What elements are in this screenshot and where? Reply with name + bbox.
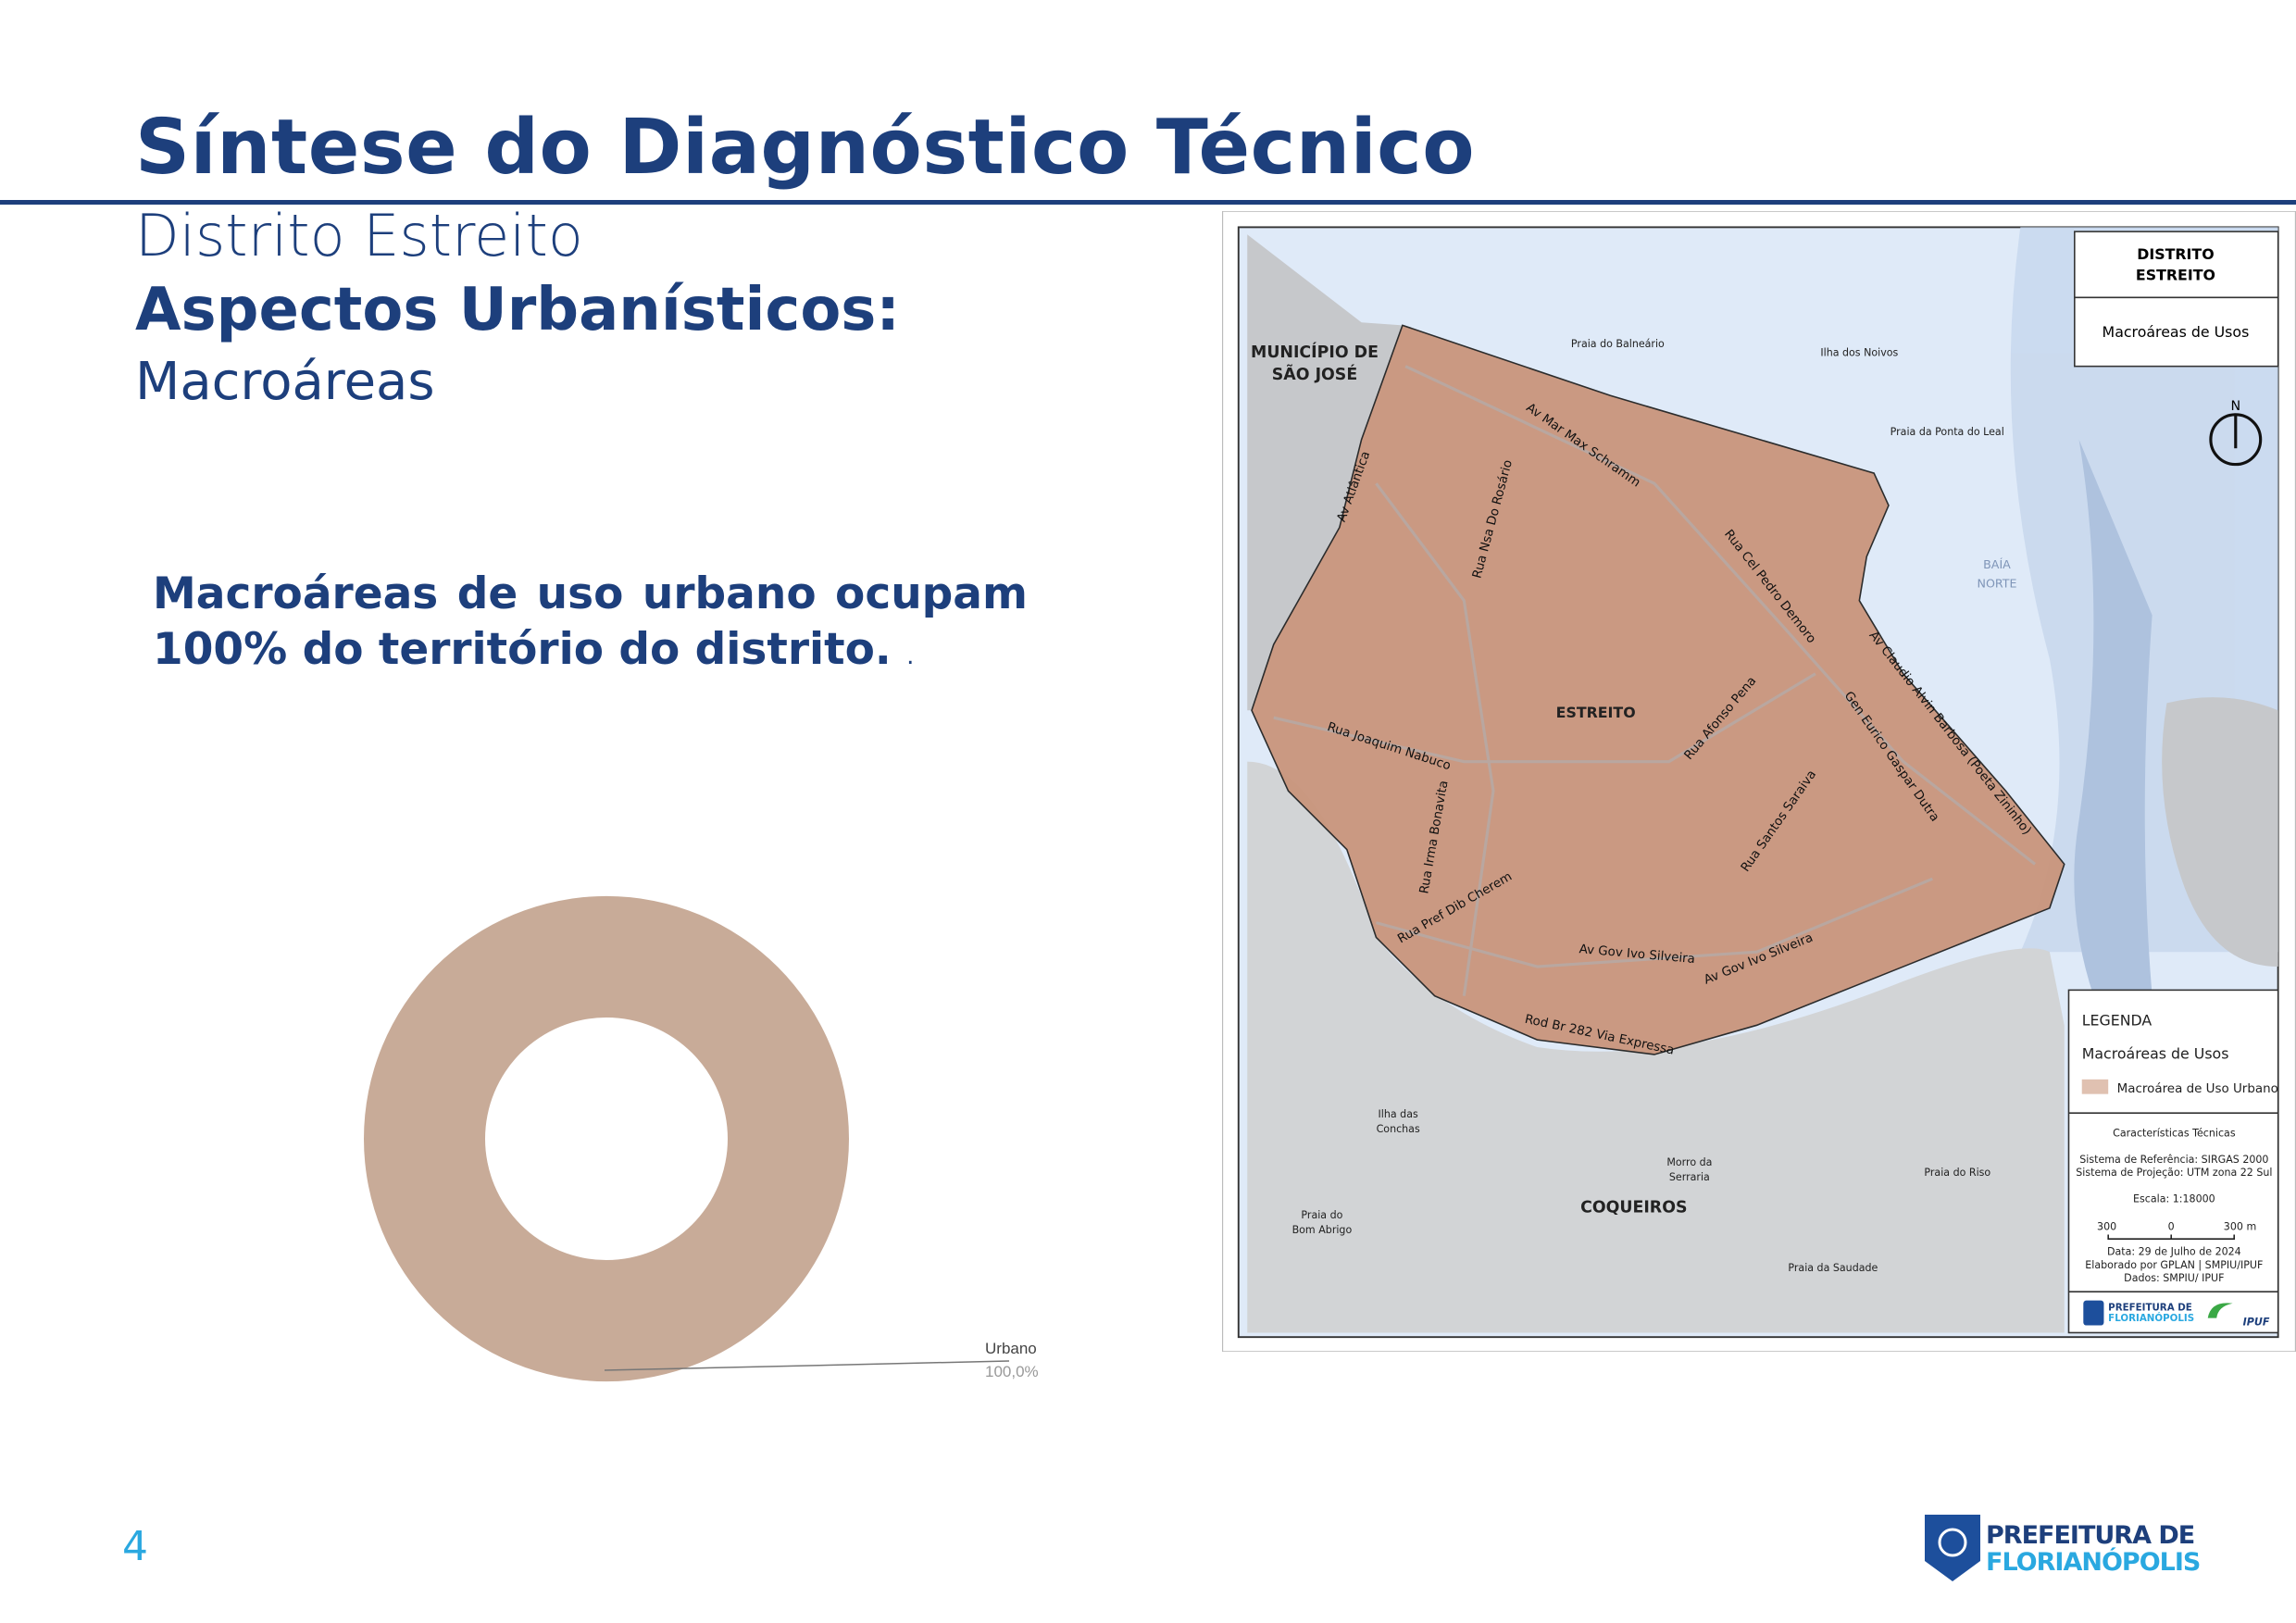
legend-group: Macroáreas de Usos bbox=[2082, 1045, 2229, 1063]
page-number: 4 bbox=[122, 1523, 148, 1570]
north-arrow-icon: N bbox=[2209, 399, 2263, 467]
slice-value-label: 100,0% bbox=[985, 1363, 1039, 1380]
section-heading: Aspectos Urbanísticos: bbox=[135, 276, 900, 344]
label-sao-jose-1: MUNICÍPIO DE bbox=[1251, 342, 1379, 362]
slide-title: Síntese do Diagnóstico Técnico bbox=[135, 104, 1476, 192]
summary-tail: . bbox=[906, 643, 915, 670]
map-title-box: DISTRITO ESTREITO Macroáreas de Usos bbox=[2074, 231, 2279, 368]
map-title-line2: ESTREITO bbox=[2136, 266, 2215, 283]
donut-chart: Urbano 100,0% bbox=[363, 895, 1039, 1382]
tech-title: Características Técnicas bbox=[2113, 1128, 2236, 1140]
ipuf-logo-text: IPUF bbox=[2243, 1317, 2270, 1329]
prefeitura-logo: PREFEITURA DE FLORIANÓPOLIS bbox=[1925, 1515, 2201, 1581]
label-noivos: Ilha dos Noivos bbox=[1820, 347, 1898, 359]
district-map: MUNICÍPIO DE SÃO JOSÉ Praia do Balneário… bbox=[1222, 211, 2296, 1352]
map-roads bbox=[1273, 365, 2037, 996]
label-bom-abrigo-1: Praia do bbox=[1301, 1209, 1342, 1221]
tech-source: Dados: SMPIU/ IPUF bbox=[2124, 1272, 2224, 1284]
donut-slice-urbano bbox=[363, 895, 850, 1382]
label-ponta-leal: Praia da Ponta do Leal bbox=[1890, 426, 2004, 438]
prefeitura-logo-icon bbox=[2083, 1300, 2104, 1326]
scale-bar bbox=[2107, 1234, 2235, 1241]
topic-heading: Macroáreas bbox=[135, 352, 435, 412]
logo-line2: FLORIANÓPOLIS bbox=[1986, 1547, 2200, 1577]
district-polygon bbox=[1251, 324, 2065, 1055]
district-subtitle: Distrito Estreito bbox=[135, 202, 583, 269]
legend-item: Macroárea de Uso Urbano bbox=[2117, 1081, 2278, 1096]
label-serraria-2: Serraria bbox=[1669, 1171, 1710, 1183]
legend-heading: LEGENDA bbox=[2082, 1011, 2152, 1029]
label-balneario: Praia do Balneário bbox=[1571, 338, 1665, 350]
map-title-line1: DISTRITO bbox=[2137, 245, 2214, 263]
label-baia-1: BAÍA bbox=[1983, 557, 2011, 571]
ipuf-logo-icon bbox=[2207, 1303, 2233, 1318]
label-bom-abrigo-2: Bom Abrigo bbox=[1292, 1224, 1353, 1236]
slice-leader-line bbox=[604, 1360, 1010, 1371]
label-coqueiros: COQUEIROS bbox=[1580, 1199, 1687, 1217]
scale-left: 300 bbox=[2097, 1221, 2116, 1233]
scale-mid: 0 bbox=[2168, 1221, 2175, 1233]
label-saudade: Praia da Saudade bbox=[1788, 1262, 1878, 1274]
legend-swatch bbox=[2081, 1079, 2109, 1094]
label-estreito: ESTREITO bbox=[1556, 704, 1636, 721]
map-legend: LEGENDA Macroáreas de Usos Macroárea de … bbox=[2067, 989, 2279, 1334]
land-areas bbox=[1247, 234, 2278, 1333]
label-serraria-1: Morro da bbox=[1666, 1156, 1712, 1168]
tech-author: Elaborado por GPLAN | SMPIU/IPUF bbox=[2085, 1259, 2263, 1271]
summary-text: Macroáreas de uso urbano ocupam 100% do … bbox=[153, 567, 1028, 684]
tech-proj: Sistema de Projeção: UTM zona 22 Sul bbox=[2076, 1167, 2272, 1179]
scale-right: 300 m bbox=[2224, 1221, 2256, 1233]
tech-scale: Escala: 1:18000 bbox=[2133, 1193, 2215, 1205]
label-sao-jose-2: SÃO JOSÉ bbox=[1272, 363, 1357, 384]
title-divider bbox=[0, 200, 2296, 205]
tech-date: Data: 29 de Julho de 2024 bbox=[2107, 1246, 2241, 1258]
slice-label: Urbano bbox=[985, 1340, 1037, 1357]
label-riso: Praia do Riso bbox=[1924, 1167, 1990, 1179]
city-crest-icon bbox=[1925, 1515, 1980, 1581]
tech-ref: Sistema de Referência: SIRGAS 2000 bbox=[2079, 1154, 2268, 1166]
north-label: N bbox=[2230, 399, 2240, 414]
donut-slices bbox=[363, 895, 850, 1382]
map-theme: Macroáreas de Usos bbox=[2103, 323, 2250, 341]
label-baia-2: NORTE bbox=[1978, 576, 2017, 590]
logo-line1: PREFEITURA DE bbox=[1986, 1521, 2194, 1550]
label-conchas-1: Ilha das bbox=[1379, 1108, 1418, 1120]
legend-logo-line2: FLORIANÓPOLIS bbox=[2108, 1312, 2194, 1324]
legend-logo-line1: PREFEITURA DE bbox=[2108, 1303, 2192, 1314]
label-conchas-2: Conchas bbox=[1377, 1123, 1420, 1135]
summary-main: Macroáreas de uso urbano ocupam 100% do … bbox=[153, 568, 1028, 675]
